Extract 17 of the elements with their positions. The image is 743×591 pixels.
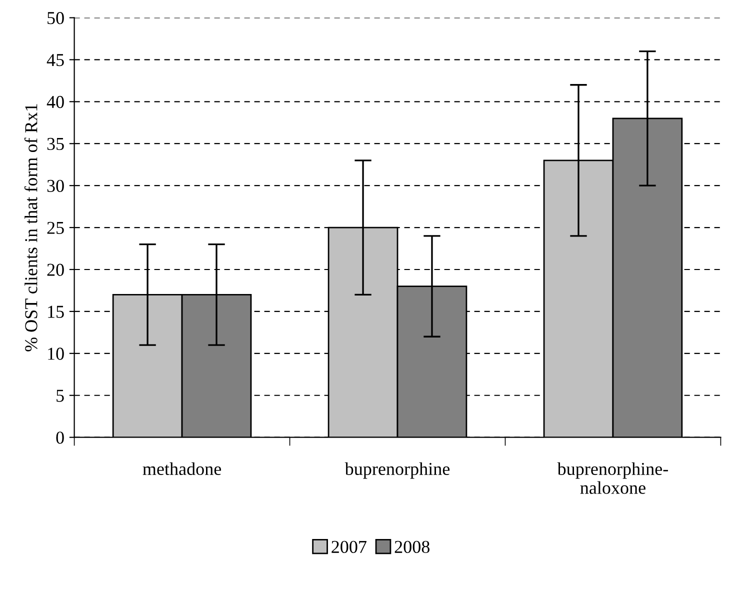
y-tick-label: 10 xyxy=(48,348,64,360)
x-tick-label: buprenorphine xyxy=(344,462,450,479)
y-tick-label: 20 xyxy=(47,264,64,276)
y-tick-label: 5 xyxy=(56,390,64,402)
legend-label: 2007 xyxy=(332,540,366,554)
y-axis-title: % OST clients in that form of Rx1 xyxy=(24,104,38,352)
y-tick-label: 50 xyxy=(48,12,64,24)
y-tick-label: 45 xyxy=(46,54,64,66)
y-tick-label: 0 xyxy=(56,432,64,444)
y-tick-label: 30 xyxy=(47,180,64,192)
x-tick-label: buprenorphine-naloxone xyxy=(557,462,668,494)
legend-label: 2008 xyxy=(394,540,430,554)
y-tick-label: 40 xyxy=(46,96,64,108)
x-tick-label: methadone xyxy=(142,462,222,476)
y-tick-label: 35 xyxy=(47,138,64,150)
y-tick-label: 15 xyxy=(48,306,64,318)
y-tick-label: 25 xyxy=(47,222,64,234)
